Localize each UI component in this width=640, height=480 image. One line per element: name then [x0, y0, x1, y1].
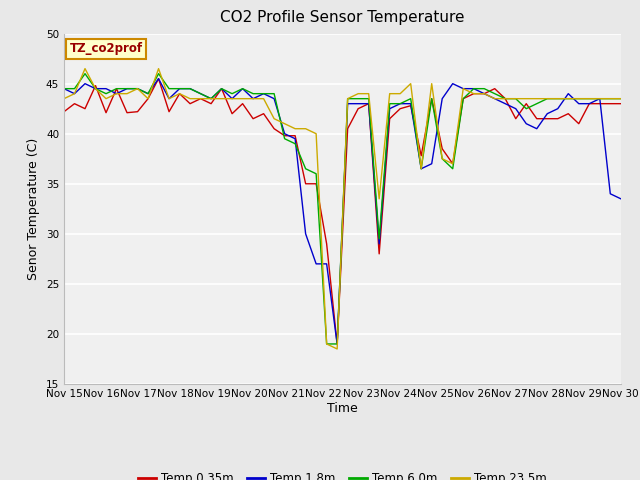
Temp 6.0m: [165, 86, 173, 92]
Temp 0.35m: [165, 109, 173, 115]
Text: TZ_co2prof: TZ_co2prof: [70, 42, 143, 55]
Temp 0.35m: [617, 101, 625, 107]
Temp 23.5m: [281, 121, 289, 127]
Temp 1.8m: [460, 86, 467, 92]
Temp 23.5m: [60, 96, 68, 102]
Temp 0.35m: [386, 116, 394, 121]
Temp 6.0m: [60, 86, 68, 92]
Temp 23.5m: [81, 66, 89, 72]
Temp 0.35m: [281, 133, 289, 139]
Temp 1.8m: [60, 86, 68, 92]
Temp 23.5m: [386, 91, 394, 96]
Temp 1.8m: [165, 96, 173, 102]
Temp 6.0m: [460, 96, 467, 102]
Temp 6.0m: [81, 71, 89, 76]
Temp 6.0m: [281, 136, 289, 142]
Temp 23.5m: [460, 86, 467, 92]
Temp 1.8m: [386, 106, 394, 111]
Temp 23.5m: [407, 81, 415, 86]
Line: Temp 6.0m: Temp 6.0m: [64, 73, 621, 344]
Temp 1.8m: [155, 76, 163, 82]
Temp 1.8m: [407, 101, 415, 107]
Line: Temp 1.8m: Temp 1.8m: [64, 79, 621, 344]
X-axis label: Time: Time: [327, 402, 358, 415]
Title: CO2 Profile Sensor Temperature: CO2 Profile Sensor Temperature: [220, 11, 465, 25]
Temp 0.35m: [407, 103, 415, 108]
Temp 23.5m: [165, 96, 173, 102]
Temp 1.8m: [281, 131, 289, 137]
Line: Temp 23.5m: Temp 23.5m: [64, 69, 621, 349]
Temp 6.0m: [417, 166, 425, 172]
Line: Temp 0.35m: Temp 0.35m: [64, 79, 621, 344]
Temp 6.0m: [386, 101, 394, 107]
Temp 6.0m: [407, 96, 415, 102]
Temp 0.35m: [417, 153, 425, 158]
Temp 1.8m: [417, 166, 425, 172]
Temp 23.5m: [417, 166, 425, 172]
Legend: Temp 0.35m, Temp 1.8m, Temp 6.0m, Temp 23.5m: Temp 0.35m, Temp 1.8m, Temp 6.0m, Temp 2…: [134, 467, 551, 480]
Temp 0.35m: [155, 76, 163, 82]
Temp 0.35m: [60, 109, 68, 115]
Temp 1.8m: [617, 196, 625, 202]
Temp 23.5m: [333, 346, 341, 352]
Temp 23.5m: [617, 96, 625, 102]
Temp 0.35m: [333, 341, 341, 347]
Temp 6.0m: [323, 341, 330, 347]
Temp 1.8m: [333, 341, 341, 347]
Temp 0.35m: [460, 96, 467, 102]
Y-axis label: Senor Temperature (C): Senor Temperature (C): [28, 138, 40, 280]
Temp 6.0m: [617, 96, 625, 102]
